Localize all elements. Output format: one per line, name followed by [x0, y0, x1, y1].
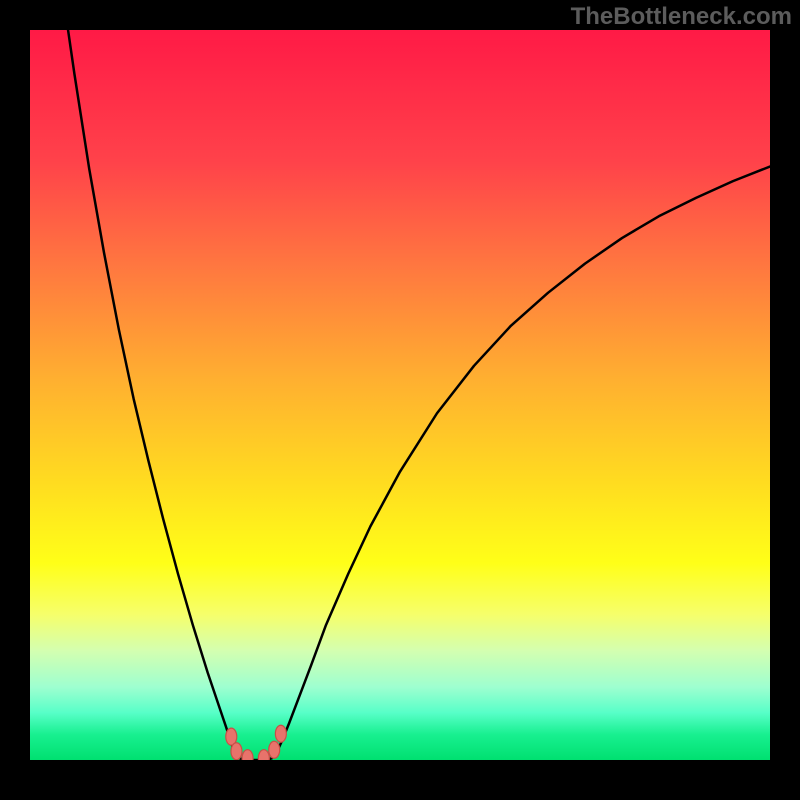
watermark-text: TheBottleneck.com	[571, 3, 792, 31]
chart-frame: TheBottleneck.com	[0, 0, 800, 800]
curve-marker	[275, 725, 286, 742]
curve-marker	[242, 750, 253, 760]
curve-marker	[269, 741, 280, 758]
curve-marker	[258, 750, 269, 760]
curve-marker	[231, 743, 242, 760]
plot-area	[30, 30, 770, 760]
gradient-background	[30, 30, 770, 760]
chart-svg	[30, 30, 770, 760]
